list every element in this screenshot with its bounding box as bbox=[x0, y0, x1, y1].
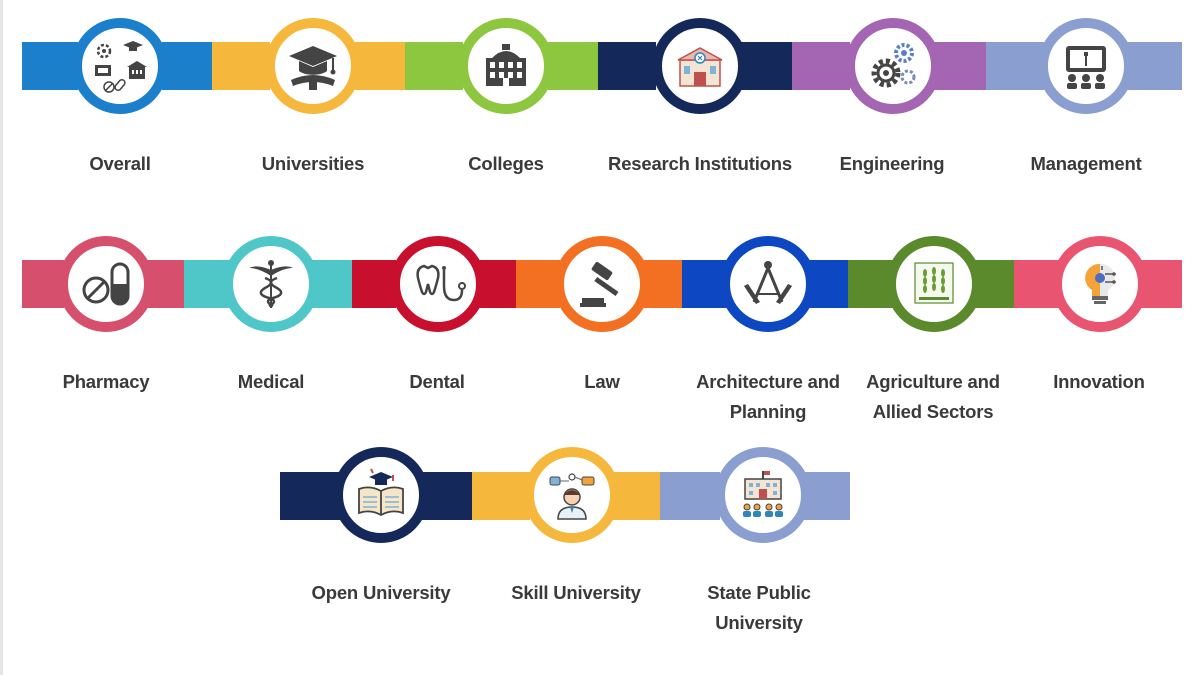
category-dental[interactable] bbox=[390, 236, 486, 332]
state-building-icon bbox=[743, 471, 783, 517]
category-state-public-university[interactable] bbox=[715, 447, 811, 543]
label-open-university: Open University bbox=[311, 582, 451, 603]
gears-icon bbox=[871, 43, 916, 88]
graduation-cap-icon bbox=[289, 46, 337, 90]
band-colleges-left bbox=[405, 42, 463, 90]
band-universities-left bbox=[212, 42, 270, 90]
band-pharmacy-left bbox=[22, 260, 64, 308]
band-universities-right bbox=[355, 42, 409, 90]
band-skill-right bbox=[612, 472, 662, 520]
label-universities: Universities bbox=[261, 153, 365, 174]
label-colleges: Colleges bbox=[468, 153, 544, 174]
band-medical-right bbox=[312, 260, 356, 308]
skill-person-icon bbox=[549, 473, 595, 520]
category-innovation[interactable] bbox=[1052, 236, 1148, 332]
open-book-cap-icon bbox=[358, 468, 404, 517]
band-overall-left bbox=[22, 42, 78, 90]
label-architecture-and-planning: Architecture and Planning bbox=[696, 371, 840, 422]
category-management[interactable] bbox=[1038, 18, 1134, 114]
band-law-left bbox=[516, 260, 560, 308]
lightbulb-circuit-icon bbox=[1085, 263, 1116, 304]
compass-square-icon bbox=[744, 261, 792, 304]
band-management-left bbox=[986, 42, 1044, 90]
page-left-edge bbox=[0, 0, 3, 675]
label-medical: Medical bbox=[237, 371, 305, 392]
pill-capsule-icon bbox=[82, 262, 130, 306]
category-medical[interactable] bbox=[223, 236, 319, 332]
band-research-left bbox=[598, 42, 656, 90]
band-engineering-right bbox=[934, 42, 990, 90]
category-architecture-and-planning[interactable] bbox=[720, 236, 816, 332]
band-medical-left bbox=[184, 260, 230, 308]
wheat-icon bbox=[914, 262, 954, 304]
label-overall: Overall bbox=[89, 153, 151, 174]
label-engineering: Engineering bbox=[839, 153, 945, 174]
band-open-left bbox=[280, 472, 340, 520]
label-management: Management bbox=[1030, 153, 1142, 174]
label-research-institutions: Research Institutions bbox=[608, 153, 792, 174]
presentation-icon bbox=[1066, 46, 1106, 89]
band-colleges-right bbox=[548, 42, 603, 90]
category-open-university[interactable] bbox=[333, 447, 429, 543]
label-pharmacy: Pharmacy bbox=[62, 371, 150, 392]
college-building-icon bbox=[486, 44, 526, 86]
band-overall-right bbox=[162, 42, 220, 90]
band-research-right bbox=[740, 42, 796, 90]
category-engineering[interactable] bbox=[845, 18, 941, 114]
band-dental-left bbox=[352, 260, 396, 308]
label-law: Law bbox=[584, 371, 620, 392]
category-agriculture-and-allied-sectors[interactable] bbox=[886, 236, 982, 332]
label-dental: Dental bbox=[409, 371, 465, 392]
tooth-stethoscope-icon bbox=[416, 264, 466, 302]
band-skill-left bbox=[472, 472, 530, 520]
label-state-public-university: State Public University bbox=[707, 582, 811, 633]
research-lab-icon bbox=[677, 47, 723, 87]
band-engineering-left bbox=[792, 42, 850, 90]
category-colleges[interactable] bbox=[458, 18, 554, 114]
band-state-left bbox=[660, 472, 720, 520]
gavel-icon bbox=[580, 261, 619, 307]
category-research-institutions[interactable] bbox=[652, 18, 748, 114]
label-agriculture-and-allied-sectors: Agriculture and Allied Sectors bbox=[866, 371, 1000, 422]
category-overall[interactable] bbox=[72, 18, 168, 114]
category-universities[interactable] bbox=[265, 18, 361, 114]
caduceus-icon bbox=[249, 260, 293, 308]
category-law[interactable] bbox=[554, 236, 650, 332]
label-innovation: Innovation bbox=[1053, 371, 1145, 392]
category-skill-university[interactable] bbox=[524, 447, 620, 543]
band-management-right bbox=[1126, 42, 1182, 90]
overall-collage-icon bbox=[95, 41, 147, 93]
label-skill-university: Skill University bbox=[511, 582, 641, 603]
category-pharmacy[interactable] bbox=[58, 236, 154, 332]
